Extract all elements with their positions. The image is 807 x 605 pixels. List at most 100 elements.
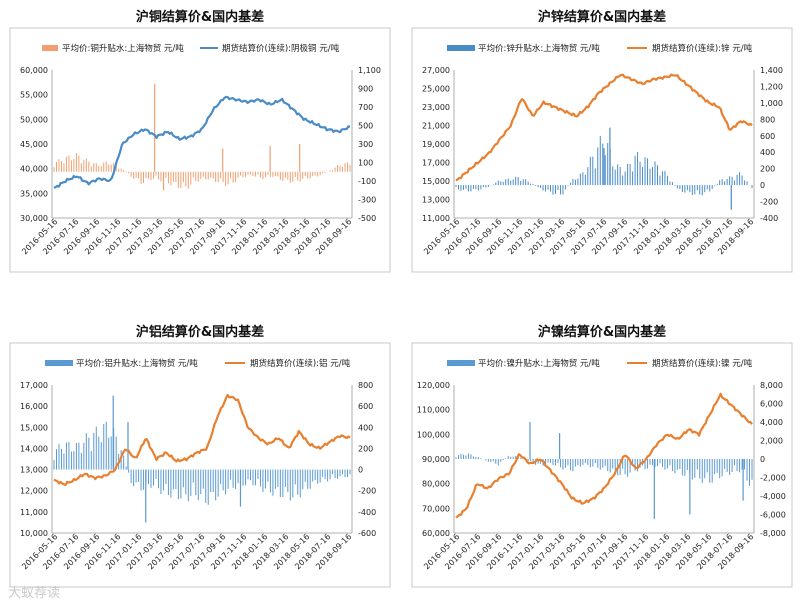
legend-bar-label: 平均价:铝升贴水:上海物贸 元/吨 [76, 358, 198, 369]
chart-svg: 平均价:铝升贴水:上海物贸 元/吨 期货结算价(连续):铝 元/吨 17,000 16… [9, 342, 391, 588]
chart-title: 沪铜结算价&国内基差 [135, 10, 265, 25]
left-tick-label: 35,000 [20, 189, 48, 198]
left-tick-label: 17,000 [20, 381, 48, 390]
right-tick-label: 700 [358, 103, 373, 112]
right-tick-label: -200 [760, 198, 778, 207]
legend-bar-swatch [42, 45, 58, 51]
right-tick-label: -100 [358, 177, 376, 186]
chart-title: 沪镍结算价&国内基差 [537, 325, 667, 340]
left-tick-label: 110,000 [417, 406, 450, 415]
left-tick-label: 11,000 [422, 214, 450, 223]
legend-bar-swatch [447, 45, 475, 51]
chart-aluminum: 沪铝结算价&国内基差 平均价:铝升贴水:上海物贸 元/吨 期货结算价(连续):铝 … [0, 315, 400, 605]
right-tick-label: 1,400 [760, 66, 783, 75]
legend-line-label: 期货结算价(连续):铝 元/吨 [250, 358, 351, 369]
left-tick-label: 30,000 [20, 214, 48, 223]
right-axis: 8,000 6,000 4,000 2,000 0 -2,000 -4,000 -6,000 -… [760, 381, 786, 538]
chart-svg: 平均价:镍升贴水:上海物贸 元/吨 期货结算价(连续):镍 元/吨120,0001… [411, 342, 793, 588]
left-tick-label: 27,000 [422, 66, 450, 75]
legend: 平均价:铜升贴水:上海物贸 元/吨 期货结算价(连续):阴极铜 元/吨 [42, 43, 340, 54]
price-line [455, 392, 753, 519]
left-tick-label: 10,000 [20, 529, 48, 538]
right-tick-label: -500 [358, 214, 376, 223]
left-tick-label: 70,000 [422, 504, 450, 513]
legend-bar-label: 平均价:锌升贴水:上海物贸 元/吨 [478, 43, 600, 54]
chart-frame [9, 27, 391, 273]
left-tick-label: 50,000 [20, 115, 48, 124]
left-axis: 17,000 16,000 15,000 14,000 13,000 12,000 11,0… [20, 381, 48, 538]
right-axis: 1,100 900 700 500 300 100 -100 -300 -500 [358, 66, 381, 223]
legend-bar-label: 平均价:镍升贴水:上海物贸 元/吨 [478, 358, 600, 369]
chart-zinc: 沪锌结算价&国内基差 平均价:锌升贴水:上海物贸 元/吨 期货结算价(连续):锌 … [402, 0, 802, 290]
left-tick-label: 15,000 [422, 177, 450, 186]
right-tick-label: -400 [358, 508, 376, 517]
left-axis: 60,000 55,000 50,000 45,000 40,000 35,000 30,0… [20, 66, 48, 223]
right-tick-label: 500 [358, 122, 373, 131]
right-tick-label: 6,000 [760, 400, 783, 409]
left-tick-label: 100,000 [417, 430, 450, 439]
left-axis: 27,000 25,000 23,000 21,000 19,000 17,000 15,0… [422, 66, 450, 223]
right-tick-label: -8,000 [760, 529, 786, 538]
chart-copper: 沪铜结算价&国内基差 平均价:铜升贴水:上海物贸 元/吨 期货结算价(连续):阴极… [0, 0, 400, 290]
left-tick-label: 45,000 [20, 140, 48, 149]
legend: 平均价:锌升贴水:上海物贸 元/吨 期货结算价(连续):锌 元/吨 [447, 43, 753, 54]
legend-bar-swatch [45, 360, 73, 366]
left-tick-label: 19,000 [422, 140, 450, 149]
right-tick-label: -300 [358, 196, 376, 205]
right-tick-label: -200 [358, 487, 376, 496]
left-tick-label: 60,000 [20, 66, 48, 75]
bar-series [455, 422, 753, 520]
right-tick-label: 0 [358, 466, 363, 475]
right-tick-label: 1,000 [760, 99, 783, 108]
left-tick-label: 80,000 [422, 480, 450, 489]
chart-svg: 平均价:铜升贴水:上海物贸 元/吨 期货结算价(连续):阴极铜 元/吨 60,000… [9, 27, 391, 273]
legend: 平均价:铝升贴水:上海物贸 元/吨 期货结算价(连续):铝 元/吨 [45, 358, 351, 369]
chart-title: 沪锌结算价&国内基差 [537, 10, 667, 25]
right-tick-label: -400 [760, 214, 778, 223]
legend-bar-swatch [447, 360, 475, 366]
left-tick-label: 11,000 [20, 508, 48, 517]
right-tick-label: 8,000 [760, 381, 783, 390]
right-tick-label: 200 [760, 165, 775, 174]
price-line [53, 393, 351, 486]
legend-line-label: 期货结算价(连续):阴极铜 元/吨 [222, 43, 340, 54]
left-tick-label: 16,000 [20, 402, 48, 411]
left-tick-label: 40,000 [20, 165, 48, 174]
right-tick-label: 800 [760, 115, 775, 124]
price-line [53, 95, 351, 189]
right-tick-label: 800 [358, 381, 373, 390]
right-tick-label: 600 [358, 402, 373, 411]
chart-title: 沪铝结算价&国内基差 [135, 325, 265, 340]
legend: 平均价:镍升贴水:上海物贸 元/吨 期货结算价(连续):镍 元/吨 [447, 358, 753, 369]
chart-svg: 平均价:锌升贴水:上海物贸 元/吨 期货结算价(连续):锌 元/吨 27,000 25… [411, 27, 793, 273]
bar-series [53, 395, 351, 523]
right-tick-label: 100 [358, 159, 373, 168]
right-axis: 1,400 1,200 1,000 800 600 400 200 0 -200 -400 [760, 66, 783, 223]
watermark: 大蚁荐读 [8, 586, 61, 601]
chart-frame [9, 342, 391, 588]
left-tick-label: 55,000 [20, 91, 48, 100]
bar-series [455, 127, 753, 210]
chart-nickel: 沪镍结算价&国内基差 平均价:镍升贴水:上海物贸 元/吨 期货结算价(连续):镍 … [402, 315, 802, 605]
left-tick-label: 25,000 [422, 85, 450, 94]
legend-line-label: 期货结算价(连续):锌 元/吨 [652, 43, 753, 54]
right-tick-label: 900 [358, 85, 373, 94]
left-tick-label: 23,000 [422, 103, 450, 112]
price-line [455, 73, 753, 182]
right-tick-label: 0 [760, 181, 765, 190]
left-tick-label: 60,000 [422, 529, 450, 538]
left-tick-label: 90,000 [422, 455, 450, 464]
bar-series [53, 83, 351, 191]
left-tick-label: 14,000 [20, 444, 48, 453]
chart-frame [411, 342, 793, 588]
left-tick-label: 21,000 [422, 122, 450, 131]
left-tick-label: 17,000 [422, 159, 450, 168]
right-tick-label: 400 [760, 148, 775, 157]
chart-frame [411, 27, 793, 273]
right-tick-label: 1,200 [760, 82, 783, 91]
right-tick-label: -600 [358, 529, 376, 538]
right-tick-label: -4,000 [760, 492, 786, 501]
left-tick-label: 15,000 [20, 423, 48, 432]
legend-line-label: 期货结算价(连续):镍 元/吨 [652, 358, 753, 369]
right-tick-label: 2,000 [760, 437, 783, 446]
